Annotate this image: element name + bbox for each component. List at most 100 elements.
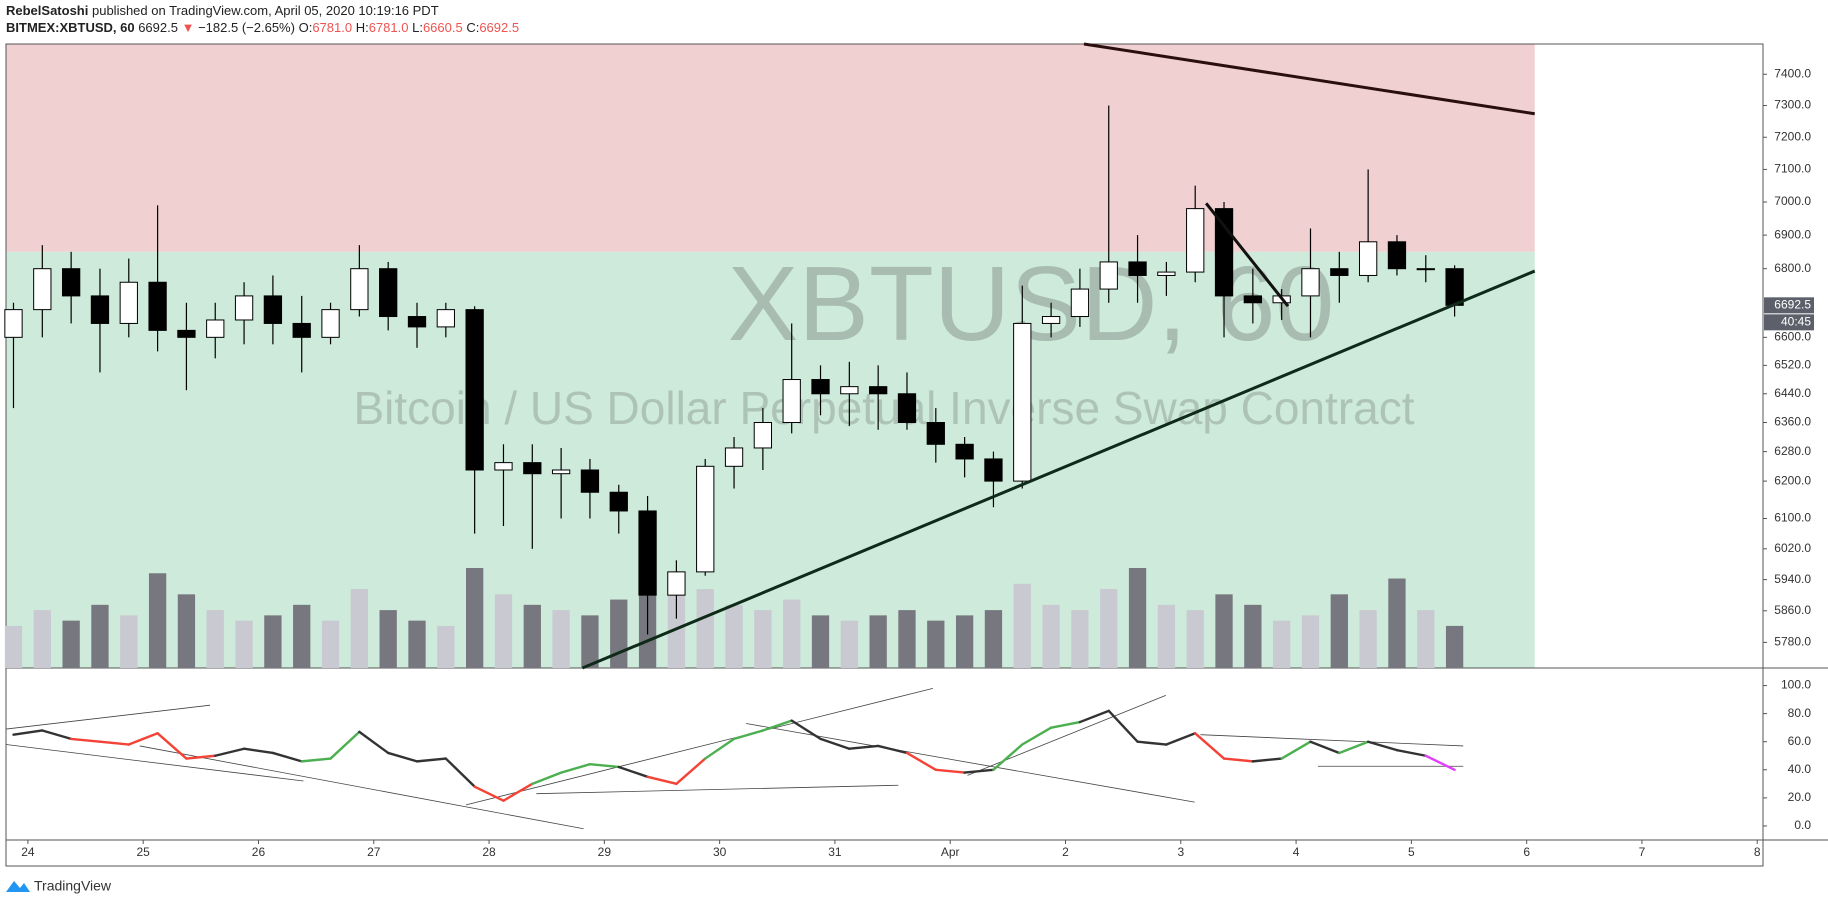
candle-body <box>984 458 1003 482</box>
osc-segment <box>675 757 707 786</box>
osc-segment <box>531 771 563 786</box>
x-tick-label: 3 <box>1177 845 1184 859</box>
x-tick-label: 5 <box>1408 845 1415 859</box>
volume-bar <box>206 610 224 668</box>
h-label: H: <box>356 20 369 35</box>
volume-bar <box>148 573 167 668</box>
osc-trendline <box>746 723 1195 803</box>
x-tick-label: 7 <box>1639 845 1646 859</box>
osc-segment <box>156 732 188 760</box>
osc-trendline <box>536 784 899 795</box>
volume-bar <box>1042 604 1060 668</box>
y2-tick-label: 60.0 <box>1788 734 1812 748</box>
candle-body <box>667 571 686 596</box>
y-tick-label: 6360.0 <box>1774 415 1811 429</box>
volume-bar <box>494 594 513 668</box>
volume-bar <box>120 615 138 668</box>
volume-bar <box>1244 604 1262 668</box>
volume-bar <box>581 615 599 668</box>
candle-body <box>148 281 167 331</box>
volume-bar <box>955 615 974 668</box>
h-value: 6781.0 <box>369 20 409 35</box>
candle-body <box>580 469 600 493</box>
y-tick-label: 7200.0 <box>1774 129 1811 143</box>
candle-body <box>782 379 801 424</box>
x-tick-label: 24 <box>21 845 35 859</box>
x-tick-label: 4 <box>1293 845 1300 859</box>
osc-segment <box>1165 732 1197 746</box>
candle-body <box>1416 268 1435 271</box>
volume-bar <box>667 594 686 668</box>
y-tick-label: 5860.0 <box>1774 603 1811 617</box>
volume-bar <box>1388 578 1406 668</box>
x-tick-label: 28 <box>482 845 496 859</box>
candle-body <box>33 268 52 311</box>
osc-segment <box>12 729 44 736</box>
volume-bar <box>754 610 772 668</box>
volume-bar <box>1215 594 1233 668</box>
osc-segment <box>1366 740 1399 752</box>
volume-bar <box>264 615 282 668</box>
candle-body <box>177 329 196 338</box>
y-tick-label: 6600.0 <box>1774 330 1811 344</box>
zone <box>6 251 1535 668</box>
osc-segment <box>300 757 332 763</box>
published: published on TradingView.com, April 05, … <box>92 3 439 18</box>
publisher: RebelSatoshi <box>6 3 88 18</box>
last-price-label: 6692.5 <box>1774 298 1811 312</box>
osc-segment <box>905 751 938 771</box>
candle-body <box>1214 208 1234 297</box>
brand: TradingView <box>6 878 112 894</box>
l-value: 6660.5 <box>423 20 463 35</box>
volume-bar <box>1013 583 1031 668</box>
y-tick-label: 6280.0 <box>1774 444 1811 458</box>
arrow: ▼ <box>182 20 195 35</box>
osc-segment <box>588 762 620 769</box>
countdown-tag <box>1764 314 1814 331</box>
osc-segment <box>1395 748 1427 757</box>
candle-body <box>263 295 283 324</box>
osc-segment <box>444 757 476 788</box>
y-tick-label: 6100.0 <box>1774 511 1811 525</box>
osc-segment <box>271 751 303 763</box>
candle-body <box>1041 316 1061 324</box>
osc-segment <box>992 743 1024 771</box>
osc-trendline <box>1200 734 1464 747</box>
osc-segment <box>1078 709 1110 724</box>
y-tick-label: 6440.0 <box>1774 386 1811 400</box>
brand-name: TradingView <box>34 878 112 894</box>
osc-segment <box>1424 754 1456 771</box>
volume-bar <box>1330 594 1348 668</box>
candle-body <box>350 268 369 311</box>
candle-body <box>379 268 398 318</box>
x-tick-label: 30 <box>713 845 727 859</box>
volume-bar <box>1273 620 1291 668</box>
osc-segment <box>358 730 390 755</box>
x-tick-label: 25 <box>137 845 151 859</box>
trendline <box>1204 202 1290 308</box>
osc-segment <box>1136 740 1168 746</box>
candle-body <box>551 469 571 475</box>
volume-bar <box>783 599 801 668</box>
candle-body <box>61 268 81 297</box>
candle-body <box>753 422 773 449</box>
trendline <box>581 269 1536 670</box>
osc-segment <box>214 747 246 757</box>
candle-body <box>523 462 542 475</box>
y2-tick-label: 80.0 <box>1788 706 1812 720</box>
osc-segment <box>1021 726 1053 746</box>
c-label: C: <box>466 20 479 35</box>
osc-segment <box>1338 740 1370 755</box>
candle-body <box>465 309 484 471</box>
volume-bar <box>1417 610 1435 668</box>
volume-bar <box>408 620 426 668</box>
x-tick-label: 27 <box>367 845 381 859</box>
volume-bar <box>984 610 1003 668</box>
volume-bar <box>437 625 455 668</box>
y-tick-label: 7400.0 <box>1774 66 1811 80</box>
volume-bar <box>1100 589 1118 668</box>
osc-trendline <box>967 695 1166 776</box>
candle-body <box>4 309 23 338</box>
